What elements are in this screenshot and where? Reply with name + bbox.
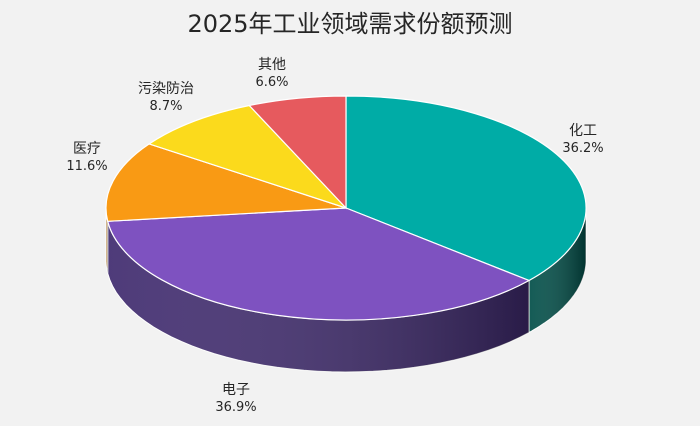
pie-side-shade-1 [107, 221, 529, 372]
pie-slice-其他 [248, 95, 347, 210]
chart-title: 2025年工业领域需求份额预测 [187, 10, 513, 38]
label-chemical: 化工 36.2% [562, 123, 604, 156]
pie-slice-医疗 [105, 143, 347, 222]
pie-side-shade-0 [529, 208, 586, 333]
pie-side-shade-2 [106, 208, 108, 274]
pie-slice-污染防治 [147, 104, 347, 209]
pie-slice-电子 [106, 207, 531, 321]
label-medical: 医疗 11.6% [66, 141, 108, 174]
pie-sides [105, 208, 587, 373]
label-pollution-control: 污染防治 8.7% [138, 81, 194, 114]
pie-slices [105, 95, 587, 321]
pie-slice-化工 [345, 95, 587, 282]
label-other: 其他 6.6% [255, 57, 289, 90]
label-electronics: 电子 36.9% [215, 382, 257, 415]
